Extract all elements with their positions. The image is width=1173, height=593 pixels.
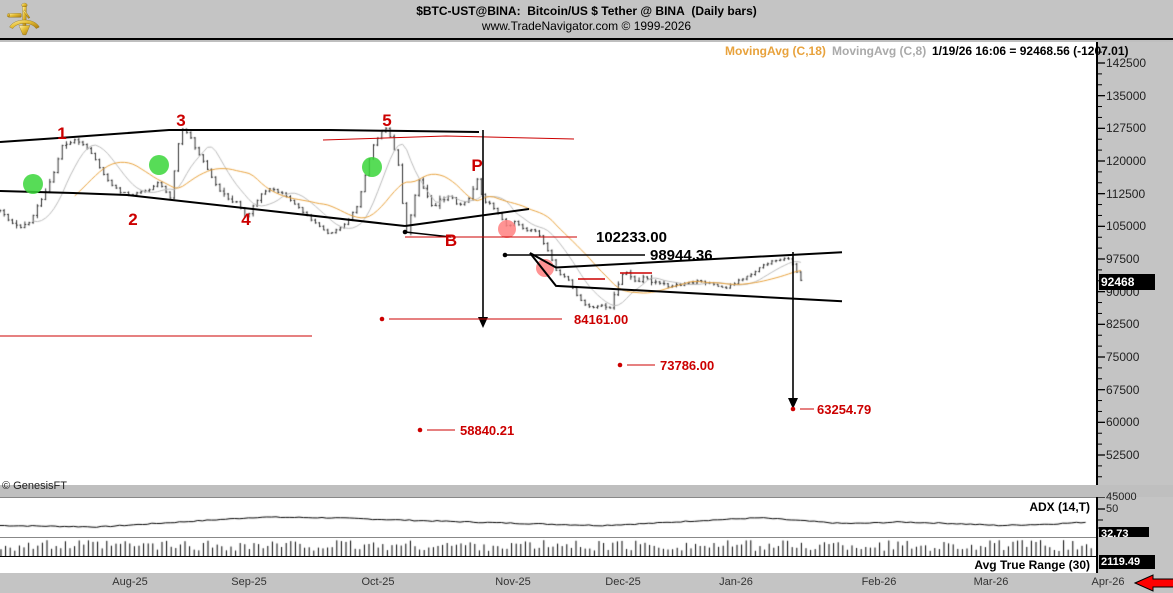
svg-text:2: 2 bbox=[128, 210, 137, 229]
svg-text:73786.00: 73786.00 bbox=[660, 358, 714, 373]
svg-text:P: P bbox=[471, 156, 482, 175]
svg-text:1: 1 bbox=[57, 124, 66, 143]
svg-text:4: 4 bbox=[241, 210, 251, 229]
svg-text:3: 3 bbox=[176, 111, 185, 130]
svg-text:5: 5 bbox=[382, 111, 391, 130]
svg-text:102233.00: 102233.00 bbox=[596, 229, 667, 246]
svg-text:84161.00: 84161.00 bbox=[574, 312, 628, 327]
svg-text:B: B bbox=[445, 231, 457, 250]
svg-text:63254.79: 63254.79 bbox=[817, 402, 871, 417]
svg-text:58840.21: 58840.21 bbox=[460, 423, 514, 438]
